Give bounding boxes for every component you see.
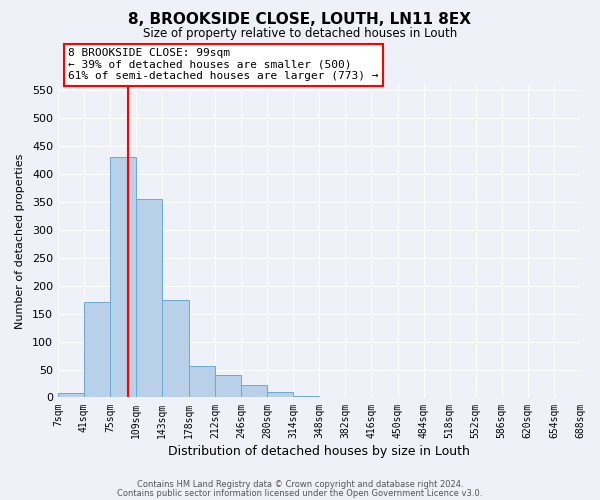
Text: 8, BROOKSIDE CLOSE, LOUTH, LN11 8EX: 8, BROOKSIDE CLOSE, LOUTH, LN11 8EX [128, 12, 472, 28]
Bar [110, 157, 136, 398]
Bar [84, 302, 110, 398]
Text: Size of property relative to detached houses in Louth: Size of property relative to detached ho… [143, 28, 457, 40]
Y-axis label: Number of detached properties: Number of detached properties [15, 154, 25, 328]
Bar [267, 392, 293, 398]
Bar [189, 366, 215, 398]
Text: Contains public sector information licensed under the Open Government Licence v3: Contains public sector information licen… [118, 488, 482, 498]
Bar [398, 397, 424, 398]
Bar [293, 396, 319, 398]
Bar [162, 300, 189, 398]
Text: Contains HM Land Registry data © Crown copyright and database right 2024.: Contains HM Land Registry data © Crown c… [137, 480, 463, 489]
Bar [528, 397, 554, 398]
Bar [58, 393, 84, 398]
X-axis label: Distribution of detached houses by size in Louth: Distribution of detached houses by size … [168, 444, 470, 458]
Bar [136, 199, 162, 398]
Bar [241, 385, 267, 398]
Text: 8 BROOKSIDE CLOSE: 99sqm
← 39% of detached houses are smaller (500)
61% of semi-: 8 BROOKSIDE CLOSE: 99sqm ← 39% of detach… [68, 48, 379, 82]
Bar [215, 375, 241, 398]
